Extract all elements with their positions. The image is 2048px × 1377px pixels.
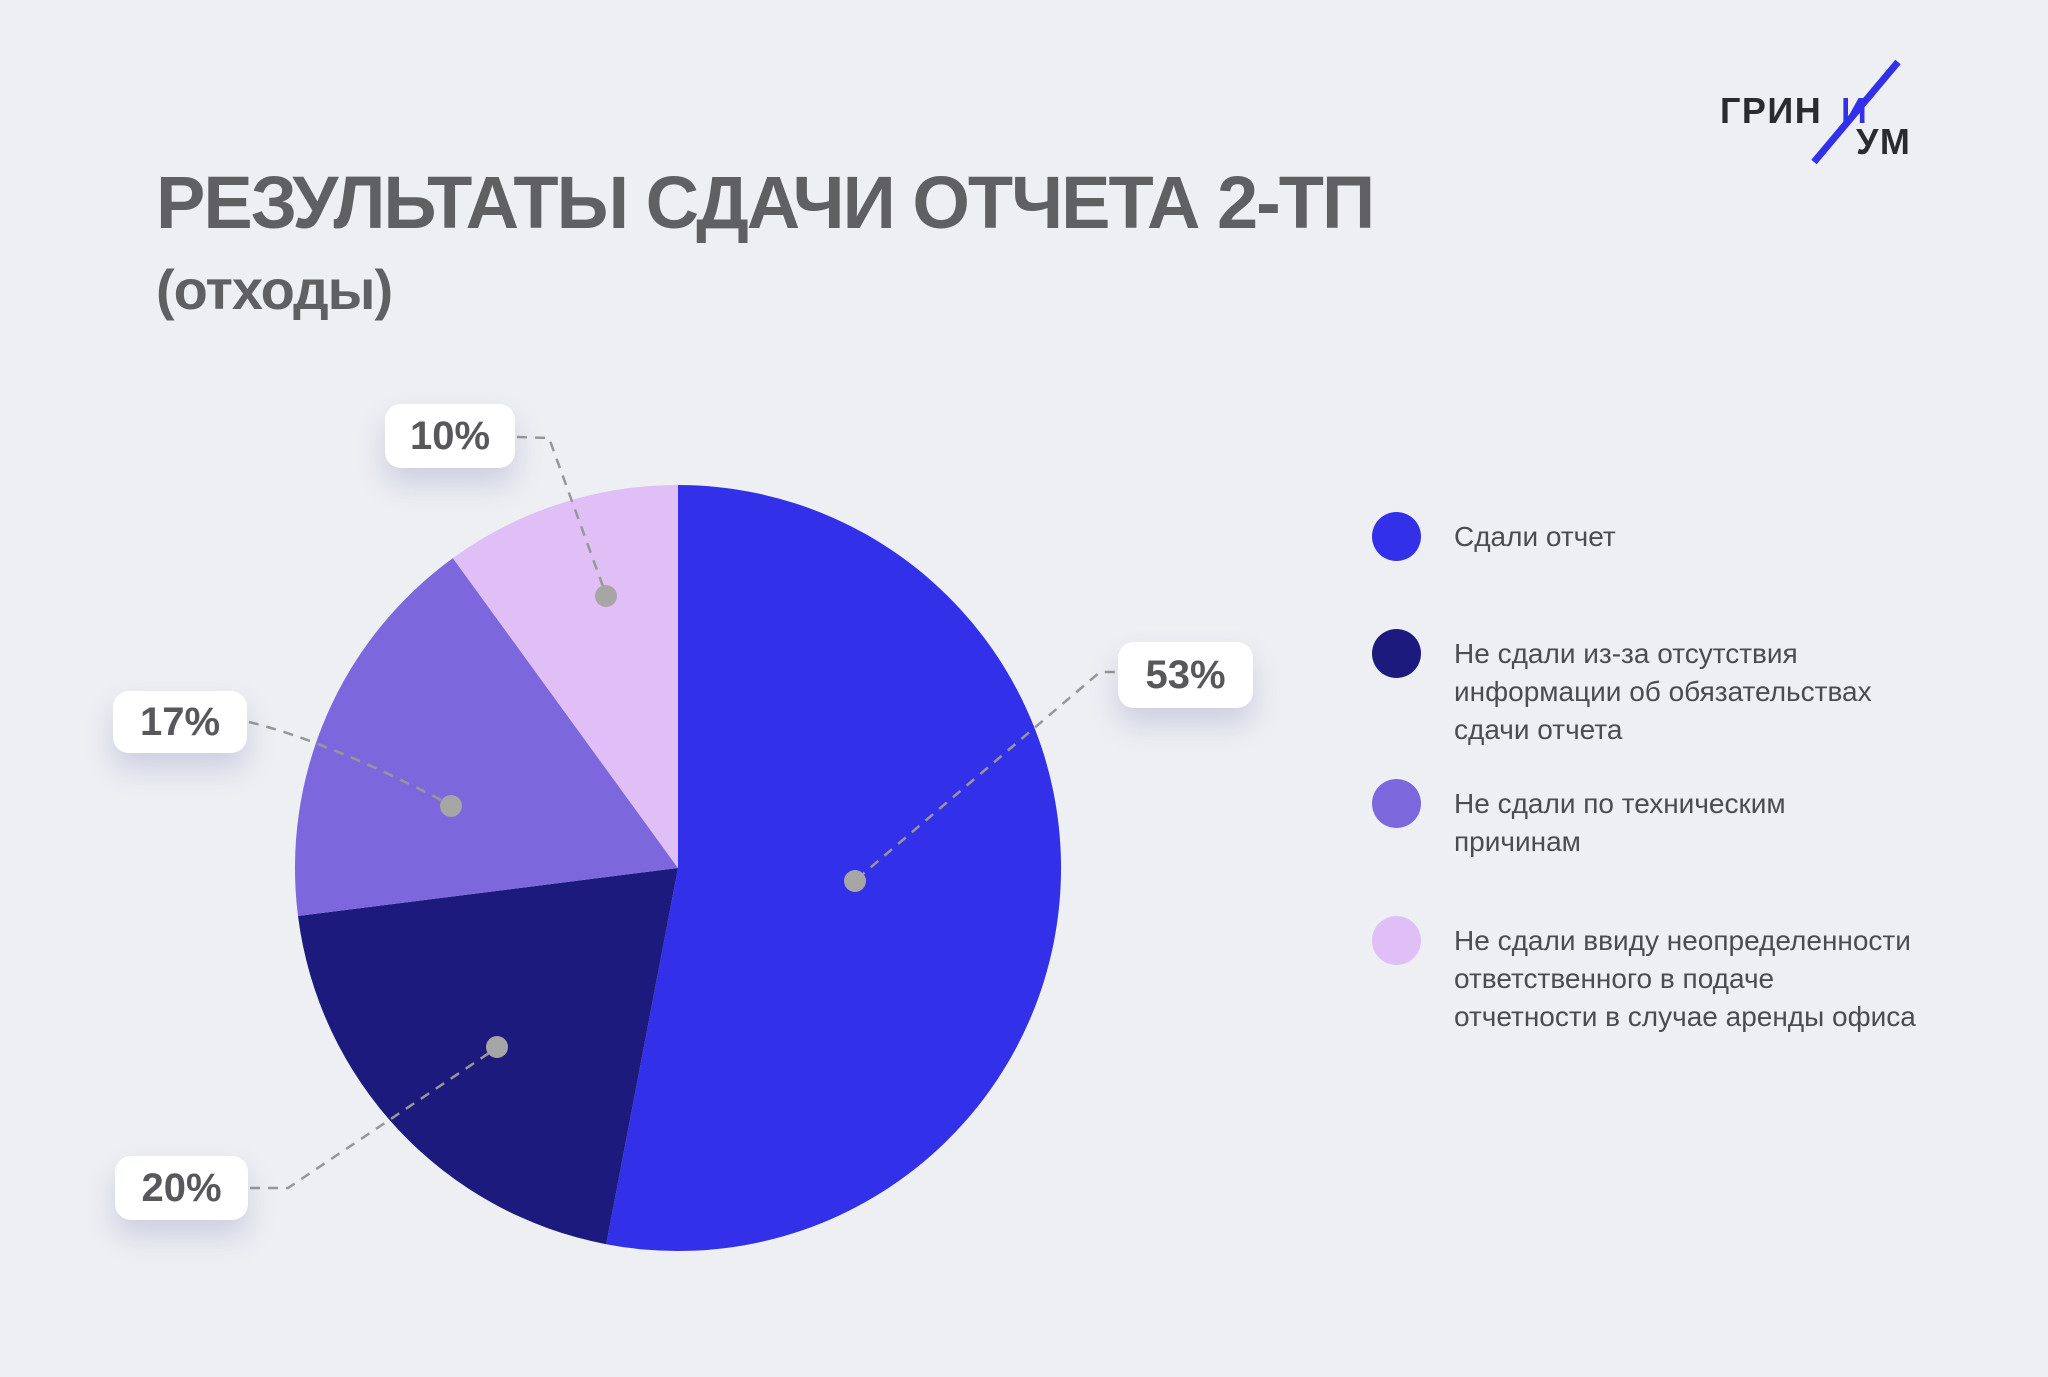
callout-connector-20 xyxy=(250,1047,496,1190)
legend-item-neopredelennost-otvetstvennogo: Не сдали ввиду неопределенности ответств… xyxy=(1372,916,1916,1036)
legend-swatch-icon xyxy=(1372,629,1421,678)
pie-slice-17 xyxy=(294,558,678,916)
logo-text-bottom: УМ xyxy=(1856,121,1911,162)
callout-dot-17 xyxy=(440,795,462,817)
page-subtitle: (отходы) xyxy=(156,258,393,321)
callout-label-53: 53% xyxy=(1118,642,1253,708)
legend-item-tehnicheskie-prichiny: Не сдали по техническим причинам xyxy=(1372,779,1786,861)
legend-swatch-icon xyxy=(1372,512,1421,561)
legend-label: Сдали отчет xyxy=(1454,521,1616,552)
grinium-logo: ГРИН И УМ xyxy=(1720,59,1911,165)
legend-label: Не сдали по техническим причинам xyxy=(1454,788,1786,857)
pie-slice-20 xyxy=(298,868,678,1245)
callout-connector-17 xyxy=(248,720,450,806)
legend-label: Не сдали ввиду неопределенности ответств… xyxy=(1454,925,1916,1032)
callout-label-20: 20% xyxy=(115,1156,248,1220)
callout-dot-20 xyxy=(486,1036,508,1058)
legend-swatch-icon xyxy=(1372,916,1421,965)
callout-dot-10 xyxy=(595,585,617,607)
legend-item-ne-sdali-net-informacii: Не сдали из-за отсутствия информации об … xyxy=(1372,629,1872,749)
pie-slice-53 xyxy=(606,485,1062,1251)
logo-text-i: И xyxy=(1841,90,1867,131)
page-title: РЕЗУЛЬТАТЫ СДАЧИ ОТЧЕТА 2-ТП xyxy=(156,161,1375,244)
logo-slash-icon xyxy=(1811,59,1901,165)
callout-label-10: 10% xyxy=(385,404,515,468)
legend: Сдали отчет Не сдали из-за отсутствия ин… xyxy=(1372,0,1992,1377)
legend-swatch-icon xyxy=(1372,779,1421,828)
logo-text-top: ГРИН xyxy=(1720,90,1822,131)
legend-label: Не сдали из-за отсутствия информации об … xyxy=(1454,638,1872,745)
callout-connector-53 xyxy=(856,670,1120,880)
legend-item-sdali-otchet: Сдали отчет xyxy=(1372,512,1616,561)
callout-dot-53 xyxy=(844,870,866,892)
callout-label-17: 17% xyxy=(113,691,247,753)
pie-slice-10 xyxy=(452,485,678,868)
